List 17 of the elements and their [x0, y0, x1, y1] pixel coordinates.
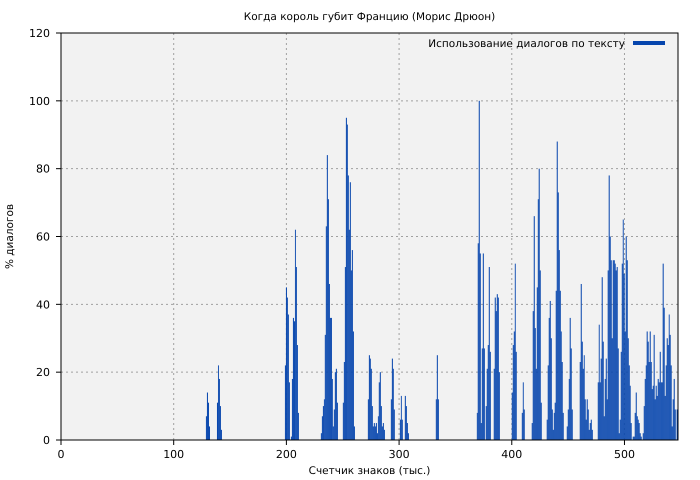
y-tick-label: 100: [29, 94, 50, 108]
y-axis-title: % диалогов: [4, 204, 16, 270]
y-tick-label: 60: [36, 230, 50, 244]
x-axis-title: Счетчик знаков (тыс.): [308, 465, 430, 477]
y-tick-label: 120: [29, 27, 50, 40]
y-tick-label: 40: [36, 298, 50, 312]
legend-label: Использование диалогов по тексту: [428, 38, 625, 50]
x-tick-label: 300: [388, 448, 410, 461]
y-tick-label: 20: [36, 366, 50, 380]
x-tick-label: 0: [58, 448, 64, 461]
x-tick-label: 500: [614, 448, 635, 461]
x-tick-label: 200: [276, 448, 297, 461]
y-tick-label: 80: [36, 162, 50, 176]
chart-title: Когда король губит Францию (Морис Дрюон): [244, 11, 496, 23]
x-tick-label: 100: [163, 448, 184, 461]
x-tick-label: 400: [501, 448, 522, 461]
y-tick-label: 0: [43, 434, 50, 447]
